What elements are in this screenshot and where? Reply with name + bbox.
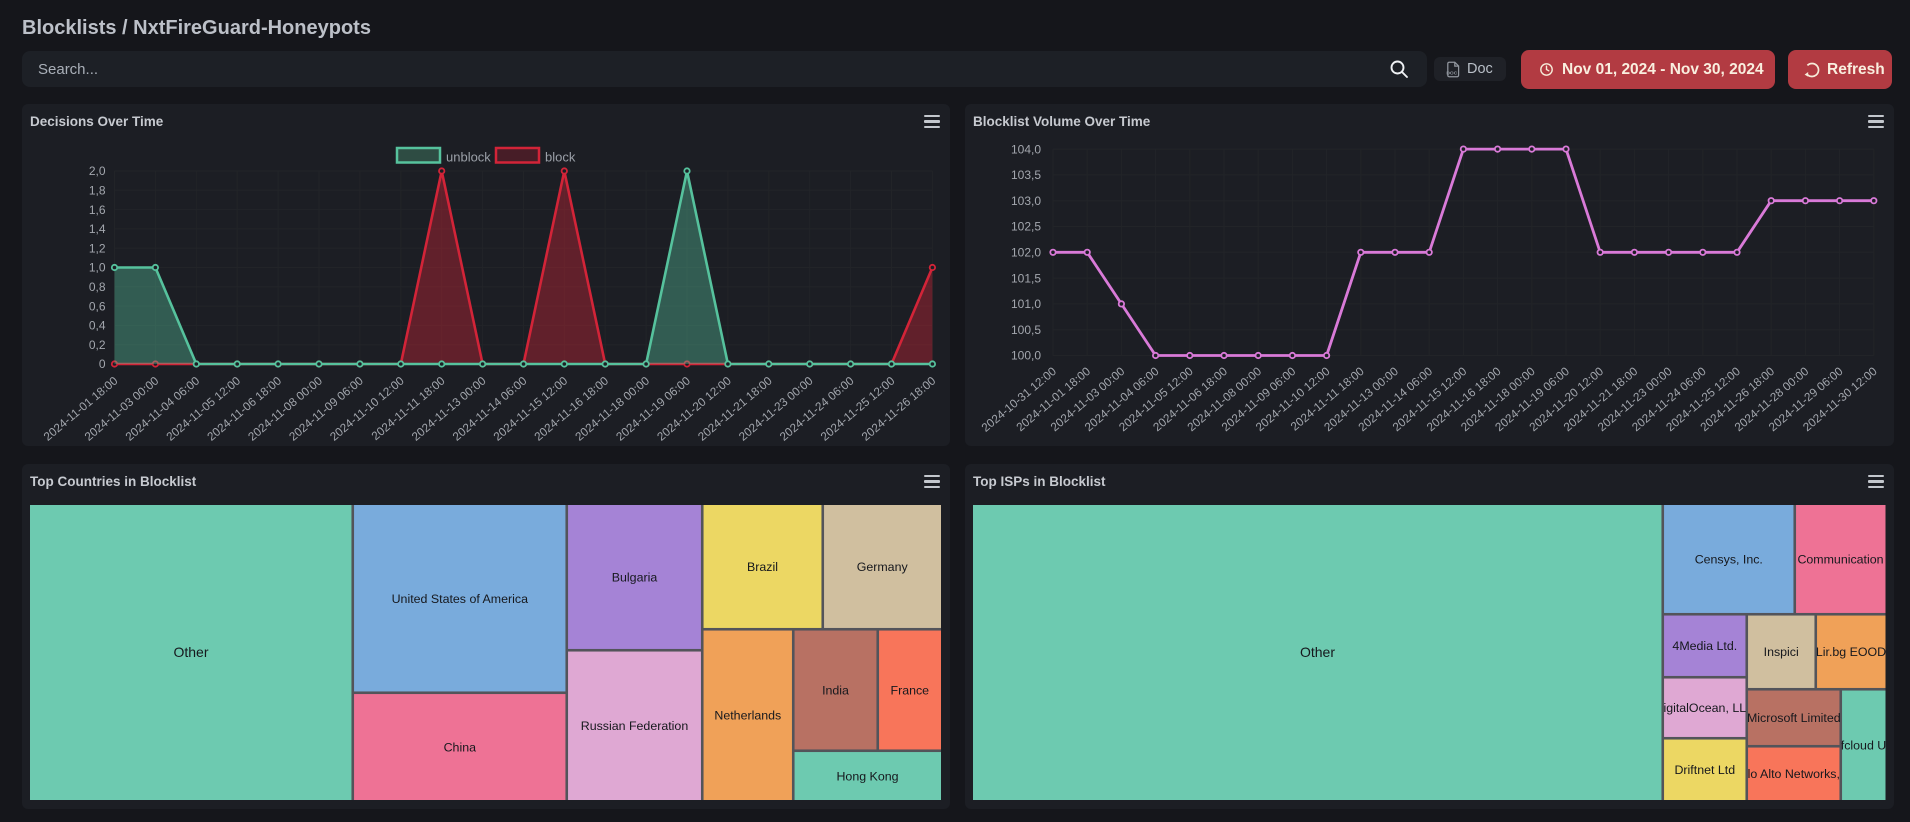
svg-text:Microsoft Limited: Microsoft Limited — [1747, 711, 1841, 725]
svg-text:Brazil: Brazil — [747, 560, 778, 574]
svg-text:Other: Other — [173, 644, 208, 660]
svg-text:igitalOcean, LL: igitalOcean, LL — [1663, 701, 1746, 715]
svg-text:Censys, Inc.: Censys, Inc. — [1695, 552, 1763, 566]
svg-text:Netherlands: Netherlands — [714, 708, 781, 722]
svg-text:0,6: 0,6 — [89, 299, 106, 313]
svg-text:2024-11-26 18:00: 2024-11-26 18:00 — [859, 373, 939, 443]
svg-text:1,6: 1,6 — [89, 203, 106, 217]
svg-text:100,5: 100,5 — [1011, 323, 1041, 337]
svg-text:Inspici: Inspici — [1764, 645, 1799, 659]
svg-text:Communication: Communication — [1797, 552, 1883, 566]
svg-text:0,8: 0,8 — [89, 280, 106, 294]
svg-text:100,0: 100,0 — [1011, 349, 1041, 363]
svg-text:Bulgaria: Bulgaria — [612, 570, 658, 584]
svg-text:fcloud U: fcloud U — [1841, 738, 1886, 752]
svg-text:1,2: 1,2 — [89, 241, 106, 255]
svg-text:102,5: 102,5 — [1011, 220, 1041, 234]
svg-text:0,2: 0,2 — [89, 338, 106, 352]
svg-text:unblock: unblock — [446, 150, 491, 165]
svg-text:2,0: 2,0 — [89, 164, 106, 178]
svg-text:Lir.bg EOOD: Lir.bg EOOD — [1816, 645, 1886, 659]
svg-text:0,4: 0,4 — [89, 319, 106, 333]
svg-text:101,5: 101,5 — [1011, 271, 1041, 285]
svg-text:India: India — [822, 683, 849, 697]
svg-text:4Media Ltd.: 4Media Ltd. — [1672, 639, 1737, 653]
svg-text:1,0: 1,0 — [89, 261, 106, 275]
svg-text:Germany: Germany — [857, 560, 909, 574]
svg-text:China: China — [444, 740, 476, 754]
svg-text:Russian Federation: Russian Federation — [581, 719, 689, 733]
svg-text:DOC: DOC — [1446, 71, 1457, 77]
svg-text:103,0: 103,0 — [1011, 194, 1041, 208]
svg-text:0: 0 — [99, 357, 106, 371]
svg-text:104,0: 104,0 — [1011, 142, 1041, 156]
svg-text:101,0: 101,0 — [1011, 297, 1041, 311]
svg-text:Other: Other — [1300, 644, 1335, 660]
svg-text:2024-11-10 12:00: 2024-11-10 12:00 — [327, 373, 407, 443]
svg-text:103,5: 103,5 — [1011, 168, 1041, 182]
svg-text:1,4: 1,4 — [89, 222, 106, 236]
svg-text:102,0: 102,0 — [1011, 246, 1041, 260]
svg-text:lo Alto Networks,: lo Alto Networks, — [1748, 767, 1840, 781]
svg-text:block: block — [545, 150, 576, 165]
svg-text:1,8: 1,8 — [89, 184, 106, 198]
svg-text:France: France — [891, 683, 930, 697]
svg-text:Driftnet Ltd: Driftnet Ltd — [1674, 763, 1735, 777]
svg-text:Hong Kong: Hong Kong — [836, 769, 898, 783]
svg-text:United States of America: United States of America — [392, 591, 528, 605]
